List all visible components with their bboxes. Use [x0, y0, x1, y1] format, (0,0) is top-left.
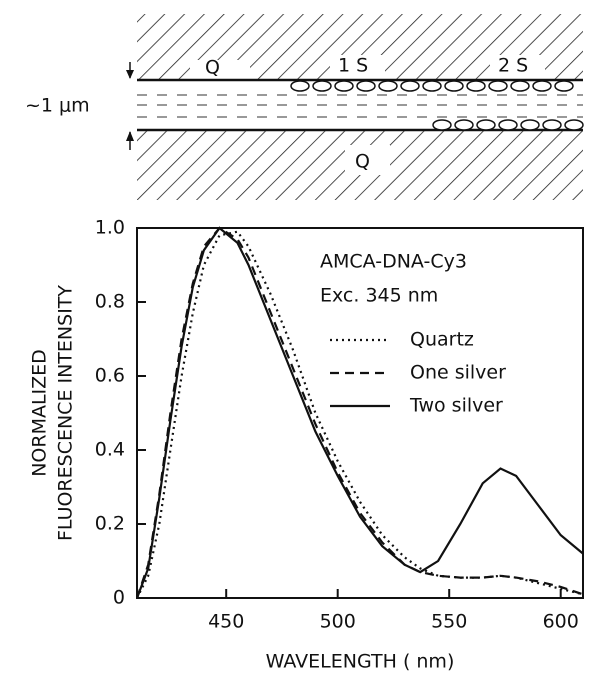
silver-particle [378, 80, 398, 92]
y-tick-label: 0 [113, 587, 125, 609]
y-tick-label: 0.2 [95, 513, 125, 535]
silver-particle [564, 119, 584, 131]
silver-particle [520, 119, 540, 131]
silver-particle [334, 80, 354, 92]
silver-particle [454, 119, 474, 131]
series-line [135, 226, 584, 599]
legend-label: One silver [410, 362, 506, 384]
silver-particle [466, 80, 486, 92]
diagram: Q 1 S 2 S ~1 μm Q [25, 14, 584, 200]
label-bg [345, 145, 390, 175]
x-tick-label: 550 [431, 611, 467, 633]
x-axis-label: WAVELENGTH ( nm) [266, 651, 455, 673]
silver-particle [532, 80, 552, 92]
y-axis-label: NORMALIZED [29, 349, 51, 477]
y-tick-label: 0.8 [95, 291, 125, 313]
silver-particle [422, 80, 442, 92]
y-tick-label: 0.6 [95, 365, 125, 387]
annotation: Exc. 345 nm [320, 285, 438, 307]
diagram-label: ~1 μm [25, 95, 90, 117]
silver-particle [432, 119, 452, 131]
label-bg [190, 60, 250, 80]
y-axis-label: FLUORESCENCE INTENSITY [55, 285, 77, 541]
series-line [135, 226, 584, 599]
x-tick-label: 500 [320, 611, 356, 633]
y-tick-label: 0.4 [95, 439, 125, 461]
series-line [136, 230, 584, 599]
diagram-label: Q [205, 57, 220, 79]
x-tick-label: 450 [208, 611, 244, 633]
arrow-head [126, 131, 134, 141]
diagram-label: 2 S [498, 55, 528, 77]
silver-particle [400, 80, 420, 92]
diagram-label: 1 S [338, 55, 368, 77]
y-tick-label: 1.0 [95, 217, 125, 239]
legend-label: Quartz [410, 329, 474, 351]
plot-frame [136, 227, 584, 599]
arrow-head [126, 70, 134, 79]
silver-particles [290, 80, 584, 131]
silver-particle [510, 80, 530, 92]
label-bg [330, 55, 385, 80]
label-bg [490, 55, 545, 80]
silver-particle [498, 119, 518, 131]
legend-label: Two silver [409, 395, 503, 417]
silver-particle [554, 80, 574, 92]
annotation: AMCA-DNA-Cy3 [320, 251, 467, 273]
silver-particle [476, 119, 496, 131]
silver-particle [542, 119, 562, 131]
silver-particle [290, 80, 310, 92]
diagram-label: Q [355, 151, 370, 173]
silver-particle [356, 80, 376, 92]
x-tick-label: 600 [543, 611, 579, 633]
silver-particle [312, 80, 332, 92]
silver-particle [488, 80, 508, 92]
silver-particle [444, 80, 464, 92]
